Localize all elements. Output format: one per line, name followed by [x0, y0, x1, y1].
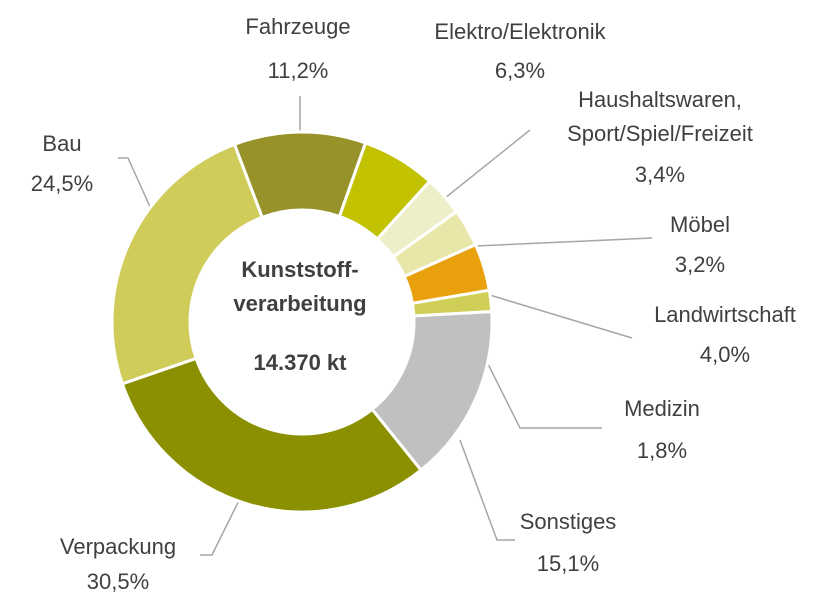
- segment-label: Elektro/Elektronik: [434, 19, 606, 44]
- segment-label: Bau: [42, 131, 81, 156]
- segment-label: Haushaltswaren, Sport/Spiel/Freizeit: [567, 87, 753, 146]
- donut-segment: [120, 356, 424, 514]
- segment-value-label: 30,5%: [87, 569, 149, 594]
- donut-segment: [370, 309, 494, 473]
- segment-label: Verpackung: [60, 534, 176, 559]
- segment-value-label: 4,0%: [700, 342, 750, 367]
- segment-value-label: 3,4%: [635, 162, 685, 187]
- segment-value-label: 15,1%: [537, 551, 599, 576]
- donut-segment: [232, 130, 368, 220]
- center-title: Kunststoff-verarbeitung: [233, 257, 366, 316]
- segment-value-label: 3,2%: [675, 252, 725, 277]
- center-value: 14.370 kt: [254, 350, 348, 375]
- segment-label: Fahrzeuge: [245, 14, 350, 39]
- donut-segment: [402, 242, 492, 305]
- leader-line: [459, 439, 515, 541]
- segment-label: Landwirtschaft: [654, 302, 796, 327]
- segment-label: Medizin: [624, 396, 700, 421]
- segment-value-label: 1,8%: [637, 438, 687, 463]
- segment-label: Sonstiges: [520, 509, 617, 534]
- donut-segment: [375, 179, 459, 259]
- donut-segment: [391, 209, 478, 279]
- segment-label: Möbel: [670, 212, 730, 237]
- donut-segment: [110, 142, 265, 386]
- donut-segment: [337, 141, 432, 242]
- segment-value-label: 24,5%: [31, 171, 93, 196]
- segment-value-label: 11,2%: [268, 58, 329, 83]
- segment-value-label: 6,3%: [495, 58, 545, 83]
